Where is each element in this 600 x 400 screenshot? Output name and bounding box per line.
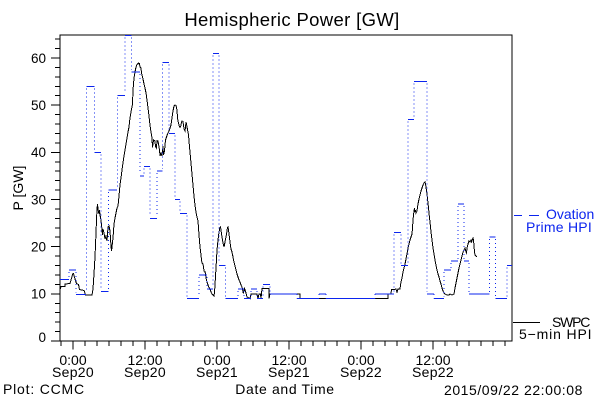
svg-text:Sep21: Sep21 xyxy=(268,364,310,380)
svg-text:20: 20 xyxy=(31,240,46,255)
svg-text:30: 30 xyxy=(31,192,46,207)
svg-text:Date and Time: Date and Time xyxy=(235,381,335,397)
svg-text:0: 0 xyxy=(38,330,46,345)
svg-text:12:00: 12:00 xyxy=(415,352,450,368)
svg-text:Sep22: Sep22 xyxy=(340,364,382,380)
svg-text:10: 10 xyxy=(31,287,46,302)
svg-text:P [GW]: P [GW] xyxy=(10,166,26,211)
svg-text:Ovation: Ovation xyxy=(546,206,594,222)
svg-text:Prime HPI: Prime HPI xyxy=(526,219,592,235)
svg-text:12:00: 12:00 xyxy=(127,352,162,368)
svg-text:12:00: 12:00 xyxy=(271,352,306,368)
svg-text:5−min HPI: 5−min HPI xyxy=(519,326,592,342)
svg-text:Sep20: Sep20 xyxy=(124,364,166,380)
svg-text:SWPC: SWPC xyxy=(552,314,590,330)
svg-text:Sep22: Sep22 xyxy=(412,364,454,380)
svg-text:0:00: 0:00 xyxy=(59,352,86,368)
svg-text:60: 60 xyxy=(31,51,46,66)
svg-text:40: 40 xyxy=(31,145,46,160)
svg-text:Plot: CCMC: Plot: CCMC xyxy=(3,381,85,397)
svg-text:Sep21: Sep21 xyxy=(196,364,238,380)
svg-text:0:00: 0:00 xyxy=(203,352,230,368)
svg-text:50: 50 xyxy=(31,98,46,113)
svg-text:Sep20: Sep20 xyxy=(52,364,94,380)
svg-text:Hemispheric Power [GW]: Hemispheric Power [GW] xyxy=(184,9,399,30)
svg-text:0:00: 0:00 xyxy=(347,352,374,368)
svg-text:2015/09/22 22:00:08: 2015/09/22 22:00:08 xyxy=(444,382,583,398)
